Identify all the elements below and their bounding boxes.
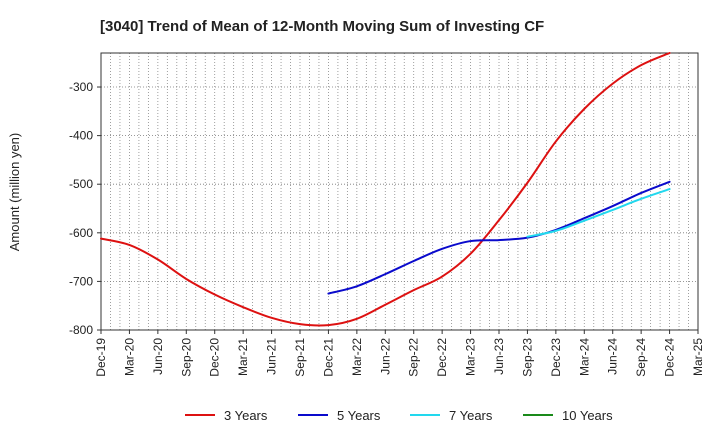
grid xyxy=(101,53,698,331)
series-line-7-years xyxy=(526,188,671,238)
chart-title: [3040] Trend of Mean of 12-Month Moving … xyxy=(100,18,544,35)
series-line-5-years xyxy=(327,180,671,295)
y-axis-label: Amount (million yen) xyxy=(7,133,22,252)
x-tick-label: Mar-25 xyxy=(691,338,705,376)
y-axis: -800 -700 -600 -500 -400 -300 xyxy=(69,80,101,337)
series-line-3-years xyxy=(100,52,671,327)
x-tick-label: Mar-23 xyxy=(464,338,478,376)
x-tick-label: Sep-21 xyxy=(293,338,307,377)
x-tick-label: Jun-23 xyxy=(492,338,506,375)
x-tick-label: Jun-20 xyxy=(151,338,165,375)
x-tick-label: Dec-20 xyxy=(208,338,222,377)
x-tick-label: Jun-24 xyxy=(606,338,620,375)
x-tick-label: Dec-19 xyxy=(94,338,108,377)
x-tick-label: Mar-24 xyxy=(577,338,591,376)
y-tick-label: -700 xyxy=(69,274,93,288)
y-tick-label: -600 xyxy=(69,226,93,240)
x-tick-label: Dec-22 xyxy=(435,338,449,377)
x-tick-label: Sep-20 xyxy=(179,338,193,377)
x-tick-label: Mar-22 xyxy=(350,338,364,376)
x-tick-label: Dec-21 xyxy=(321,338,335,377)
y-tick-label: -800 xyxy=(69,323,93,337)
legend-label: 3 Years xyxy=(224,408,268,423)
legend-label: 10 Years xyxy=(562,408,613,423)
x-tick-label: Dec-24 xyxy=(663,338,677,377)
x-axis: Dec-19 Mar-20 Jun-20 Sep-20 Dec-20 Mar-21 Jun-… xyxy=(94,330,705,377)
x-tick-label: Jun-21 xyxy=(265,338,279,375)
x-tick-label: Jun-22 xyxy=(378,338,392,375)
y-tick-label: -300 xyxy=(69,80,93,94)
legend-label: 7 Years xyxy=(449,408,493,423)
legend-label: 5 Years xyxy=(337,408,381,423)
plot-frame xyxy=(100,52,699,331)
x-tick-label: Sep-23 xyxy=(520,338,534,377)
x-tick-label: Sep-22 xyxy=(407,338,421,377)
x-tick-label: Dec-23 xyxy=(549,338,563,377)
y-tick-label: -500 xyxy=(69,177,93,191)
x-tick-label: Mar-21 xyxy=(236,338,250,376)
series-layer xyxy=(100,52,671,327)
x-tick-label: Sep-24 xyxy=(634,338,648,377)
y-tick-label: -400 xyxy=(69,129,93,143)
x-tick-label: Mar-20 xyxy=(122,338,136,376)
legend: 3 Years 5 Years 7 Years 10 Years xyxy=(185,408,613,423)
